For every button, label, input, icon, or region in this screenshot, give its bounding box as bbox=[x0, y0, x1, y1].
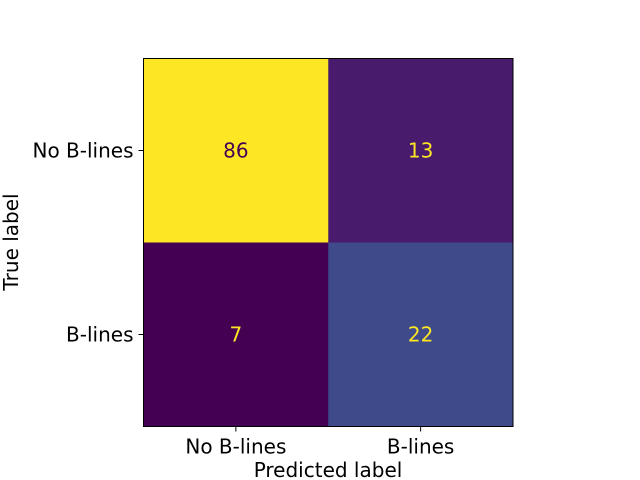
y-tick-label-b-lines: B-lines bbox=[66, 323, 133, 347]
x-tick-label-no-b-lines: No B-lines bbox=[185, 435, 286, 459]
x-tick-label-b-lines: B-lines bbox=[387, 435, 454, 459]
y-tick-label-no-b-lines: No B-lines bbox=[32, 139, 133, 163]
cell-value-label-r0-c1: 13 bbox=[408, 139, 433, 163]
cell-value-label-r1-c1: 22 bbox=[408, 323, 433, 347]
heatmap-cell-r0-c0 bbox=[143, 58, 329, 243]
y-axis-label: True label bbox=[0, 193, 23, 291]
y-axis-ticks: No B-lines B-lines bbox=[32, 139, 144, 347]
heatmap-cell-r0-c1 bbox=[328, 58, 514, 243]
heatmap-cell-r1-c0 bbox=[143, 242, 329, 427]
heatmap-cell-r1-c1 bbox=[328, 242, 514, 427]
cell-value-label-r0-c0: 86 bbox=[223, 139, 248, 163]
plot-frame bbox=[143, 58, 514, 427]
x-axis-label: Predicted label bbox=[254, 458, 403, 480]
x-axis-ticks: No B-lines B-lines bbox=[185, 426, 454, 459]
heatmap-cells bbox=[143, 58, 514, 427]
cell-value-label-r1-c0: 7 bbox=[230, 323, 243, 347]
cell-labels: 86 13 7 22 bbox=[223, 139, 433, 347]
